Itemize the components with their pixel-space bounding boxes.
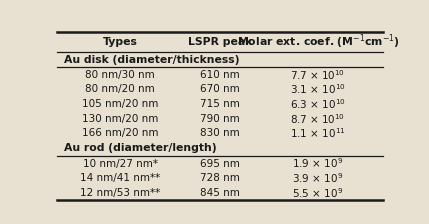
Text: LSPR peak: LSPR peak <box>187 37 252 47</box>
Text: 80 nm/20 nm: 80 nm/20 nm <box>85 84 155 94</box>
Text: 166 nm/20 nm: 166 nm/20 nm <box>82 128 158 138</box>
Text: Au disk (diameter/thickness): Au disk (diameter/thickness) <box>63 55 239 65</box>
Text: 610 nm: 610 nm <box>200 70 240 80</box>
Text: 728 nm: 728 nm <box>200 173 240 183</box>
Text: Types: Types <box>103 37 138 47</box>
Text: 670 nm: 670 nm <box>200 84 240 94</box>
Text: 130 nm/20 nm: 130 nm/20 nm <box>82 114 158 124</box>
Text: 830 nm: 830 nm <box>200 128 240 138</box>
Text: 80 nm/30 nm: 80 nm/30 nm <box>85 70 155 80</box>
Text: Molar ext. coef. (M$^{-1}$cm$^{-1}$): Molar ext. coef. (M$^{-1}$cm$^{-1}$) <box>236 33 399 51</box>
Text: 6.3 × 10$^{10}$: 6.3 × 10$^{10}$ <box>290 97 346 111</box>
Text: 845 nm: 845 nm <box>200 188 240 198</box>
Text: 3.1 × 10$^{10}$: 3.1 × 10$^{10}$ <box>290 82 346 96</box>
Text: 1.1 × 10$^{11}$: 1.1 × 10$^{11}$ <box>290 127 346 140</box>
Text: 715 nm: 715 nm <box>200 99 240 109</box>
Text: 7.7 × 10$^{10}$: 7.7 × 10$^{10}$ <box>290 68 345 82</box>
Text: 790 nm: 790 nm <box>200 114 240 124</box>
Text: 14 nm/41 nm**: 14 nm/41 nm** <box>80 173 160 183</box>
Text: 695 nm: 695 nm <box>200 159 240 169</box>
Text: 10 nm/27 nm*: 10 nm/27 nm* <box>83 159 157 169</box>
Text: 5.5 × 10$^{9}$: 5.5 × 10$^{9}$ <box>292 186 344 200</box>
Text: 3.9 × 10$^{9}$: 3.9 × 10$^{9}$ <box>292 171 344 185</box>
Text: 8.7 × 10$^{10}$: 8.7 × 10$^{10}$ <box>290 112 345 126</box>
Text: Au rod (diameter/length): Au rod (diameter/length) <box>63 144 216 153</box>
Text: 105 nm/20 nm: 105 nm/20 nm <box>82 99 158 109</box>
Text: 1.9 × 10$^{9}$: 1.9 × 10$^{9}$ <box>292 157 344 170</box>
Text: 12 nm/53 nm**: 12 nm/53 nm** <box>80 188 160 198</box>
